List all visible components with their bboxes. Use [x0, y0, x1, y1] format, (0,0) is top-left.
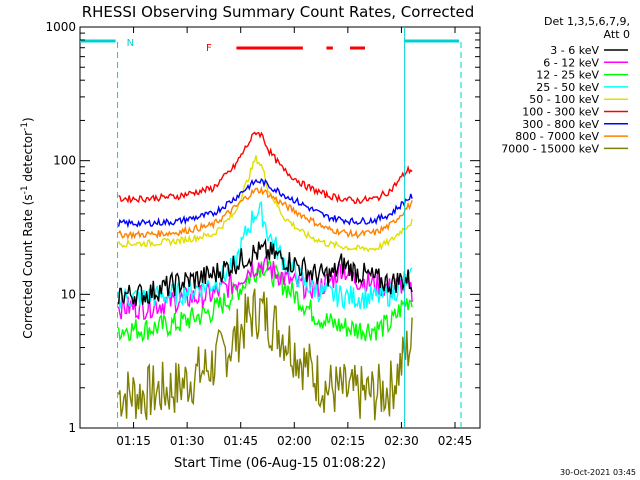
y-tick-label-2: 100	[53, 154, 76, 168]
legend-label-8: 7000 - 15000 keV	[501, 142, 599, 155]
legend-label-3: 25 - 50 keV	[536, 81, 599, 94]
series-line-0	[117, 238, 413, 307]
x-tick-label-5: 02:30	[384, 434, 419, 448]
plot-frame	[79, 26, 481, 429]
x-tick-label-1: 01:30	[170, 434, 205, 448]
series-line-2	[117, 257, 413, 343]
x-axis: 01:15 01:30 01:45 02:00 02:15 02:30 02:45	[116, 27, 472, 448]
legend-label-0: 3 - 6 keV	[550, 44, 599, 57]
series-line-6	[117, 177, 413, 229]
x-tick-label-6: 02:45	[438, 434, 473, 448]
x-tick-label-4: 02:15	[331, 434, 366, 448]
x-axis-label: Start Time (06-Aug-15 01:08:22)	[174, 456, 386, 471]
legend-header-line2: Att 0	[604, 28, 630, 41]
legend-label-1: 6 - 12 keV	[543, 56, 599, 69]
legend-label-6: 300 - 800 keV	[522, 118, 599, 131]
chart-title: RHESSI Observing Summary Count Rates, Co…	[82, 3, 475, 21]
legend-label-4: 50 - 100 keV	[529, 93, 599, 106]
timestamp: 30-Oct-2021 03:45	[560, 468, 636, 477]
y-axis: 1 10 100 1000	[45, 20, 480, 435]
series-line-4	[117, 155, 413, 253]
series-line-8	[117, 288, 413, 421]
y-axis-label-sup1: -1	[20, 185, 30, 194]
series-layer	[117, 131, 413, 421]
legend-label-5: 100 - 300 keV	[522, 106, 599, 119]
legend-label-7: 800 - 7000 keV	[515, 130, 599, 143]
y-tick-label-3: 1000	[45, 20, 76, 34]
x-tick-label-2: 01:45	[223, 434, 258, 448]
y-axis-label-end: )	[21, 117, 35, 122]
y-axis-label-sup2: -1	[20, 122, 30, 131]
n-flag-label: N	[127, 38, 134, 49]
f-flag-label: F	[206, 43, 212, 54]
y-axis-label-mid: detector	[21, 131, 35, 186]
x-tick-label-3: 02:00	[277, 434, 312, 448]
y-axis-label: Corrected Count Rate (s-1 detector-1)	[20, 117, 35, 338]
legend-header-line1: Det 1,3,5,6,7,9,	[544, 15, 630, 28]
y-axis-label-main: Corrected Count Rate (s	[21, 194, 35, 338]
y-tick-label-1: 10	[61, 287, 76, 301]
legend-label-2: 12 - 25 keV	[536, 69, 599, 82]
x-tick-label-0: 01:15	[116, 434, 151, 448]
series-line-7	[118, 185, 413, 241]
y-tick-label-0: 1	[68, 421, 76, 435]
series-line-5	[118, 131, 413, 205]
series-line-3	[117, 201, 413, 310]
